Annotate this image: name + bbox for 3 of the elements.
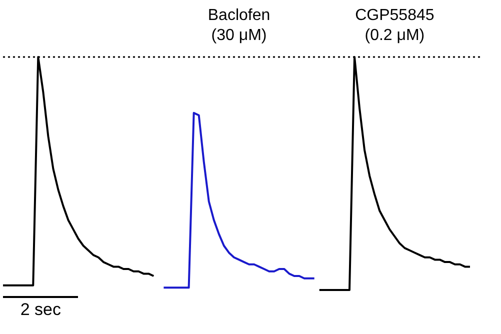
text: CGP55845 (0.2 μM) [355, 7, 434, 44]
text: Baclofen (30 μM) [208, 7, 270, 44]
text: 2 sec [19, 300, 62, 320]
